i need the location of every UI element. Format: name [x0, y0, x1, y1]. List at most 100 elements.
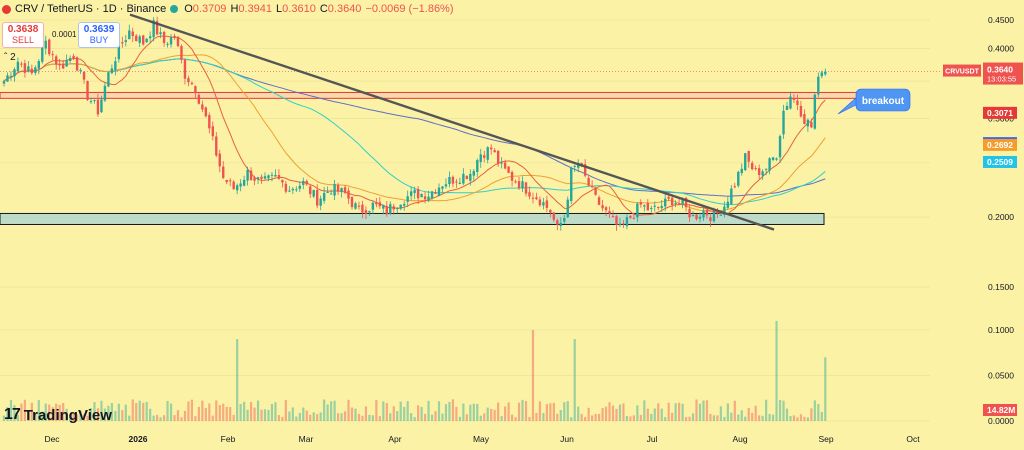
volume-bar: [747, 407, 750, 421]
candle-body: [152, 20, 155, 38]
candle-body: [16, 61, 20, 72]
candle-body: [444, 184, 448, 187]
candle-body: [552, 212, 556, 220]
volume-bar: [72, 412, 75, 421]
price-tick-label: 0.4000: [988, 44, 1014, 54]
volume-bar: [340, 413, 343, 421]
candle-body: [65, 60, 68, 67]
volume-bar: [267, 409, 270, 421]
candle-body: [201, 104, 204, 110]
candle-body: [570, 167, 573, 202]
volume-bar: [514, 417, 517, 421]
volume-bar: [538, 401, 542, 421]
candle-body: [249, 170, 253, 180]
candle-body: [382, 205, 385, 209]
volume-bar: [563, 402, 566, 421]
volume-bar: [413, 417, 416, 421]
candle-body: [803, 114, 806, 124]
volume-bar: [51, 407, 54, 421]
volume-bar: [423, 413, 427, 421]
time-tick-label: 2026: [129, 434, 148, 444]
volume-bar: [100, 400, 103, 421]
candle-body: [316, 189, 319, 206]
candle-body: [667, 196, 670, 199]
last-price-tag-value: 0.3640: [987, 65, 1013, 75]
candle-body: [48, 39, 51, 55]
volume-bar: [792, 415, 796, 421]
candle-body: [281, 179, 284, 183]
volume-tag-value: 14.82M: [987, 405, 1015, 415]
volume-bar: [357, 413, 361, 421]
volume-bar: [472, 403, 475, 421]
candle-body: [754, 168, 757, 170]
candle-body: [726, 201, 730, 208]
volume-bar: [128, 415, 131, 421]
candle-body: [782, 110, 785, 135]
candle-body: [347, 190, 350, 199]
candle-body: [660, 205, 663, 209]
ma-tag-value: 0.3071: [987, 108, 1013, 118]
volume-bar: [142, 402, 145, 421]
candle-body: [517, 181, 521, 189]
candle-body: [208, 115, 211, 129]
candle-body: [472, 171, 475, 176]
volume-bar: [806, 417, 809, 421]
candle-body: [41, 47, 44, 62]
time-tick-label: Jun: [560, 434, 574, 444]
candle-body: [768, 158, 771, 171]
candle-body: [448, 176, 451, 185]
volume-bar: [650, 413, 653, 421]
volume-bar: [653, 408, 656, 421]
sell-button[interactable]: 0.3638 SELL: [2, 22, 44, 48]
volume-bar: [236, 339, 239, 421]
price-tick-label: 0.2000: [988, 212, 1014, 222]
candle-body: [817, 76, 820, 95]
indicators-toggle[interactable]: ˆ 2: [4, 52, 16, 63]
candle-body: [37, 61, 40, 69]
volume-bar: [810, 408, 813, 421]
candle-body: [723, 206, 726, 215]
volume-bar: [9, 400, 13, 421]
volume-bar: [549, 403, 552, 421]
volume-bar: [368, 414, 371, 421]
candle-body: [225, 179, 228, 183]
volume-bar: [302, 407, 305, 421]
volume-bar: [417, 405, 420, 421]
volume-bar: [622, 403, 625, 421]
volume-bar: [410, 413, 413, 421]
volume-bar: [778, 399, 782, 421]
candle-body: [309, 186, 312, 195]
candle-body: [197, 94, 201, 104]
volume-bar: [507, 402, 510, 421]
candle-body: [253, 177, 256, 181]
ma-tag-value: 0.2509: [987, 157, 1013, 167]
volume-bar: [243, 401, 246, 421]
sell-price: 0.3638: [7, 24, 39, 35]
volume-bar: [803, 416, 806, 421]
candle-body: [639, 202, 643, 205]
tradingview-logo[interactable]: 17 TradingView: [4, 406, 112, 424]
candle-body: [222, 166, 225, 178]
volume-bar: [584, 417, 587, 421]
time-tick-label: Sep: [818, 434, 833, 444]
candle-body: [594, 187, 597, 195]
candle-body: [27, 66, 30, 72]
volume-bar: [824, 357, 827, 421]
buy-button[interactable]: 0.3639 BUY: [78, 22, 120, 48]
candle-body: [524, 182, 528, 194]
volume-bar: [396, 411, 399, 421]
candle-body: [601, 205, 604, 209]
volume-bar: [427, 400, 430, 421]
candle-body: [778, 136, 782, 158]
volume-bar: [785, 408, 789, 421]
symbol-title[interactable]: CRV / TetherUS · 1D · Binance: [15, 3, 167, 15]
volume-bar: [486, 407, 489, 421]
volume-bar: [754, 405, 757, 421]
candle-body: [326, 191, 329, 193]
volume-bar: [284, 400, 287, 421]
volume-bar: [510, 414, 514, 421]
candle-body: [79, 69, 82, 71]
volume-bar: [361, 415, 364, 421]
candle-body: [138, 36, 141, 43]
